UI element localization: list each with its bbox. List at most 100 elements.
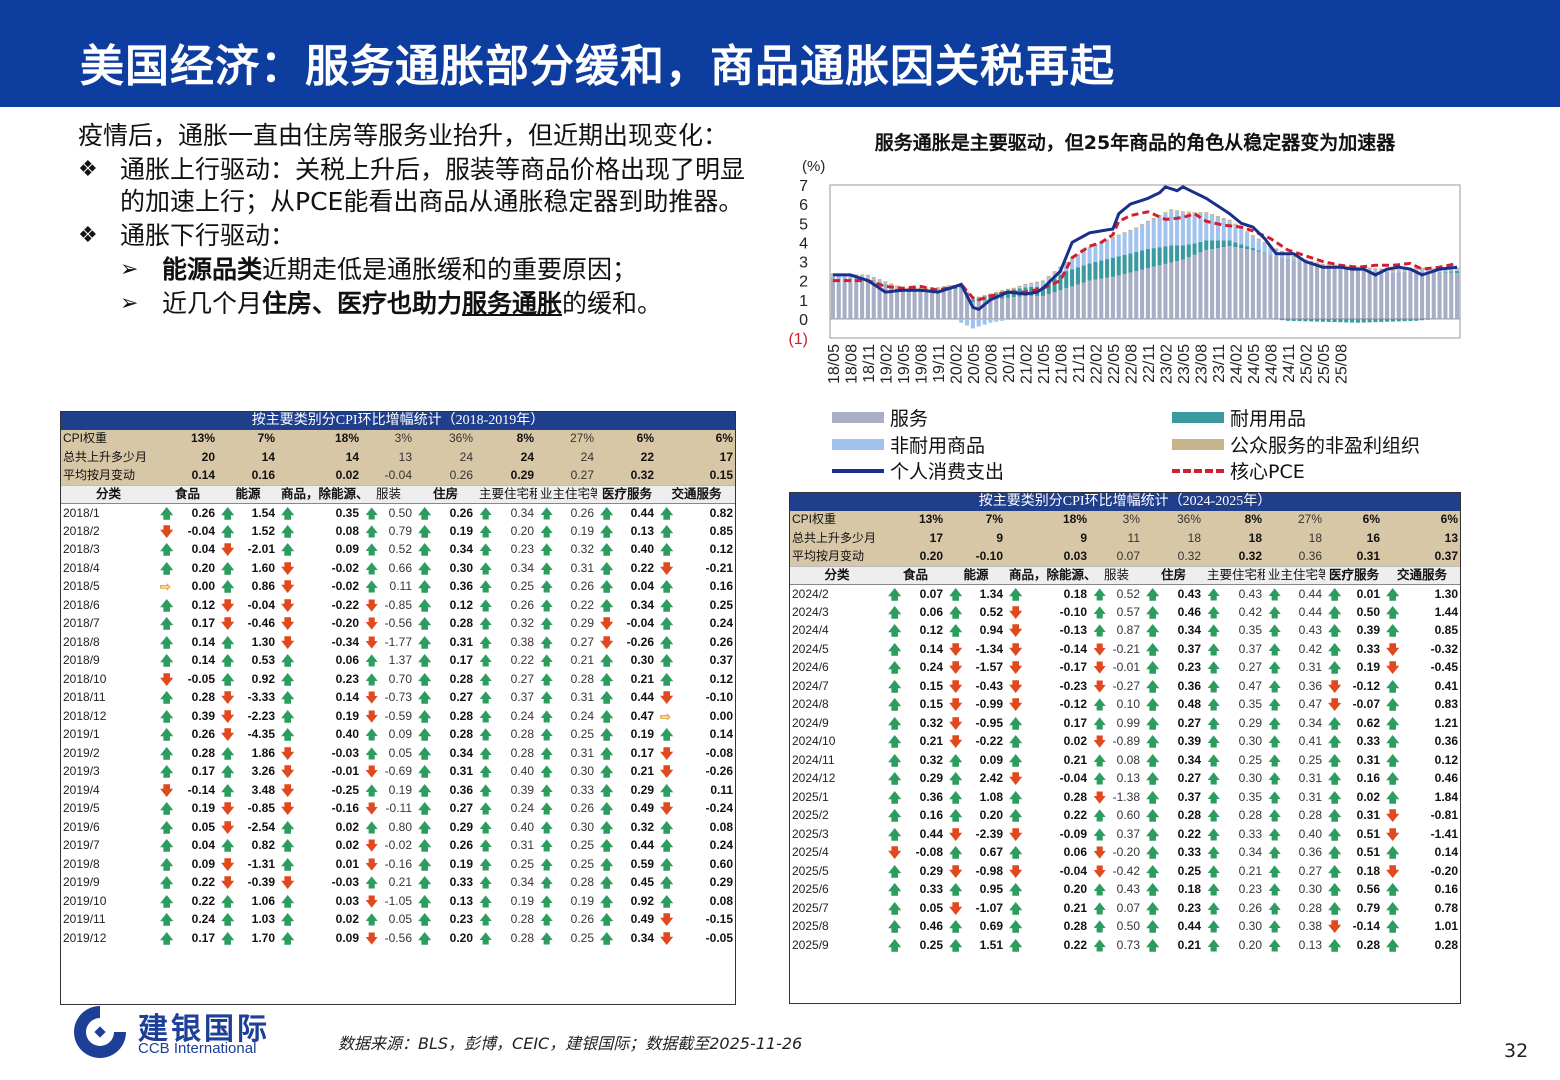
table-cell: 🡅 0.85 [657,522,736,541]
cell-value: 0.28 [1063,919,1087,934]
table-cell: 🡅 0.14 [157,633,218,652]
table-cell: 🡅 0.19 [1325,659,1383,678]
cell-value: 0.25 [919,937,943,952]
arrow-up-icon: 🡅 [479,930,493,946]
bar-nonprofit [1373,268,1378,270]
summary-cell: 0.32 [597,466,657,485]
arrow-up-icon: 🡅 [418,930,432,946]
arrow-up-icon: 🡅 [479,708,493,724]
bullet-downside: ❖ 通胀下行驱动： [78,220,758,252]
bar-services [1192,254,1197,319]
cell-value: -1.57 [975,660,1003,675]
bar-nondurables [976,318,981,327]
table-cell: 🡇 -0.22 [278,596,362,615]
cell-value: 0.35 [1238,789,1262,804]
cell-value: 0.30 [570,819,594,834]
cell-value: 0.23 [1238,882,1262,897]
cell-value: 0.11 [389,579,412,594]
row-date: 2024/11 [792,752,835,767]
table-cell: 🡇 -0.26 [657,763,736,782]
bar-nondurables [1198,213,1203,242]
bar-nondurables [1414,269,1419,272]
cell-value: 0.34 [510,875,534,890]
cell-value: 0.36 [1298,678,1322,693]
arrow-up-icon: 🡅 [365,579,379,595]
x-tick-label: 20/08 [983,344,1000,384]
bar-nonprofit [1023,283,1028,286]
summary-cell: 0.15 [657,466,737,485]
bar-nondurables [1210,215,1215,241]
cell-value: 0.02 [335,912,359,927]
cell-value: 0.67 [979,845,1003,860]
row-date: 2019/8 [63,856,100,871]
bar-nondurables [1070,259,1075,270]
bar-nondurables [1134,228,1139,252]
cell-value: 0.47 [1298,697,1322,712]
arrow-up-icon: 🡅 [1093,604,1107,620]
table-cell: 🡇 -0.04 [1006,770,1090,789]
arrow-up-icon: 🡅 [540,875,554,891]
bar-nondurables [1245,232,1250,247]
summary-cell: 18 [1204,529,1265,548]
table-cell: 🡇 -0.56 [362,615,415,634]
arrow-up-icon: 🡅 [1386,752,1400,768]
table-cell: 🡅 0.30 [1204,918,1265,937]
bar-services [1449,272,1454,319]
table-cell: 🡅 0.69 [946,918,1006,937]
summary-cell: 18 [1265,529,1325,548]
table-cell: 🡅 0.08 [1090,751,1143,770]
arrow-up-icon: 🡅 [540,505,554,521]
table-cell: 🡇 -0.20 [1090,844,1143,863]
cell-value: 0.09 [335,542,359,557]
arrow-down-icon: 🡇 [365,801,379,817]
row-date: 2018/2 [63,523,100,538]
cell-value: 0.08 [1116,752,1140,767]
arrow-up-icon: 🡅 [540,653,554,669]
cell-value: 0.29 [1238,715,1262,730]
bar-durables [883,284,888,286]
bar-services [1420,271,1425,319]
arrow-up-icon: 🡅 [1146,808,1160,824]
table-cell: 🡅 0.28 [476,911,537,930]
arrow-down-icon: 🡇 [949,826,963,842]
bar-durables [1070,269,1075,287]
bar-services [1338,268,1343,319]
bar-services [1262,252,1267,319]
cell-value: 0.08 [709,893,734,908]
arrow-up-icon: 🡅 [1093,937,1107,953]
table-cell: 🡅 1.70 [218,929,278,948]
table-cell: 🡅 0.17 [157,929,218,948]
arrow-down-icon: 🡇 [365,634,379,650]
bar-services [1210,249,1215,319]
table-cell: 🡅 0.79 [362,522,415,541]
table-cell: 🡅 0.35 [278,504,362,523]
cell-value: 0.32 [630,819,654,834]
cell-value: 0.19 [335,708,359,723]
cell-value: 0.32 [919,752,943,767]
cell-value: 0.31 [570,745,594,760]
cell-value: 0.87 [1116,623,1140,638]
arrow-up-icon: 🡅 [365,782,379,798]
x-tick-label: 25/02 [1298,344,1315,384]
ccb-logo-icon [74,1006,126,1058]
summary-cell: 6% [1383,510,1462,529]
table-cell: 🡅 0.37 [1204,640,1265,659]
table-cell: 🡅 0.26 [537,504,597,523]
arrow-up-icon: 🡅 [1328,623,1342,639]
arrow-up-icon: 🡅 [1386,789,1400,805]
x-tick-label: 18/08 [843,344,860,384]
table-cell: 🡅 0.14 [157,652,218,671]
bar-durables [1128,253,1133,273]
row-date: 2025/5 [792,863,829,878]
cell-value: 0.49 [630,801,654,816]
row-date: 2025/8 [792,919,829,934]
bar-services [1075,284,1080,319]
bar-nonprofit [1280,250,1285,253]
arrow-down-icon: 🡇 [221,616,235,632]
arrow-up-icon: 🡅 [1207,604,1221,620]
cell-value: 0.31 [1356,808,1380,823]
bar-nondurables [871,278,876,281]
cell-value: -0.02 [331,579,359,594]
cell-value: 0.26 [191,727,215,742]
table-cell: 🡅 0.22 [157,874,218,893]
